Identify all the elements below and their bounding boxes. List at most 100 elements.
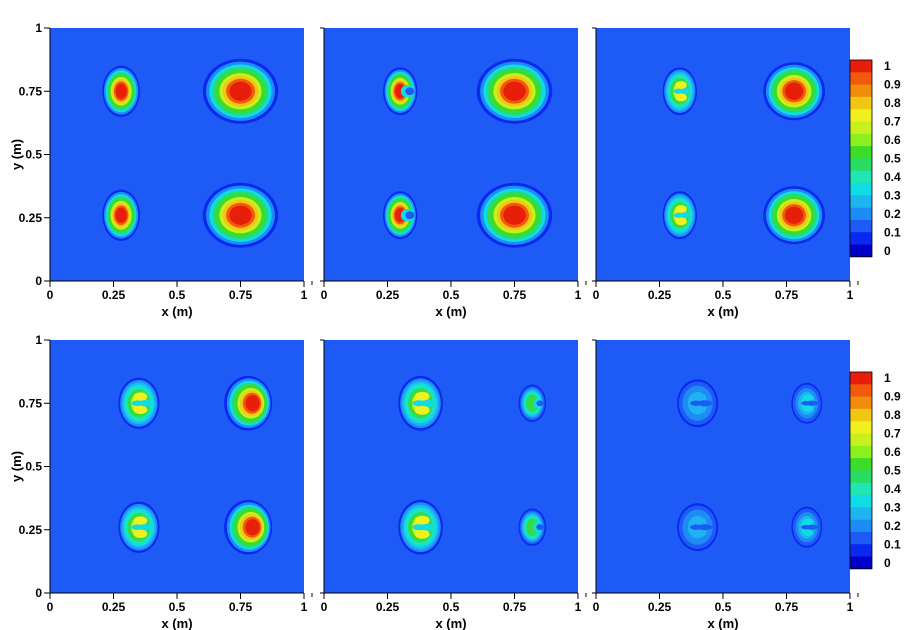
- lobe-gap: [673, 212, 693, 219]
- colorbar-label: 0.5: [884, 463, 901, 477]
- x-tick-label: 0: [321, 288, 328, 302]
- x-tick-label: 0.75: [229, 288, 253, 302]
- x-tick-label: 1: [847, 600, 854, 614]
- contour-panel: 0 0.25 0.5 0.75 1 x (m): [320, 339, 587, 630]
- x-tick-label: 1: [575, 600, 582, 614]
- x-tick-label: 0.5: [715, 600, 732, 614]
- colorbar-segment: [850, 408, 872, 422]
- contour-blob: [102, 189, 140, 241]
- y-axis-label: y (m): [9, 139, 24, 170]
- colorbar-label: 1: [884, 371, 891, 385]
- field-background: [596, 340, 850, 593]
- contour-panel: 0 0.25 0.5 0.75 1 x (m): [592, 339, 859, 630]
- y-tick-label: 1: [35, 333, 42, 347]
- contour-blob: [398, 499, 443, 555]
- colorbar-label: 0: [884, 556, 891, 570]
- x-axis-label: x (m): [161, 304, 192, 319]
- y-tick-label: 0: [35, 274, 42, 288]
- colorbar-label: 0.4: [884, 482, 901, 496]
- contour-level: [784, 82, 804, 100]
- lobe-core: [133, 392, 148, 401]
- y-tick-label: 0.75: [19, 396, 43, 410]
- colorbar-segment: [850, 544, 872, 557]
- contour-level: [503, 205, 526, 225]
- colorbar-segment: [850, 84, 872, 98]
- colorbar-label: 0.3: [884, 500, 901, 514]
- contour-blob: [662, 67, 697, 116]
- colorbar-label: 0.1: [884, 537, 901, 551]
- lobe-core: [414, 405, 430, 415]
- x-tick-label: 0.25: [102, 600, 126, 614]
- contour-panel: 0 0.25 0.5 0.75 1 x (m): [592, 27, 859, 319]
- colorbar-label: 0.5: [884, 151, 901, 165]
- x-tick-label: 0.5: [443, 288, 460, 302]
- contour-level: [115, 83, 127, 99]
- colorbar-segment: [850, 121, 872, 135]
- colorbar-segment: [850, 470, 872, 483]
- colorbar-label: 0.3: [884, 188, 901, 202]
- colorbar-label: 0.6: [884, 445, 901, 459]
- y-tick-label: 0.75: [19, 84, 43, 98]
- colorbar-label: 0.8: [884, 96, 901, 110]
- contour-panel: 0 0.25 0.5 0.75 1 x (m) 0 0.25 0.5 0.75 1 y (m): [9, 333, 313, 630]
- lobe-core: [133, 516, 148, 525]
- colorbar-segment: [850, 458, 872, 471]
- contour-blob: [518, 384, 546, 423]
- colorbar-label: 0.2: [884, 519, 901, 533]
- colorbar-segment: [850, 495, 872, 508]
- contour-blob: [677, 503, 719, 552]
- lobe-gap: [689, 524, 713, 531]
- contour-field: [102, 58, 279, 248]
- contour-blob: [791, 382, 823, 424]
- y-tick-label: 0.5: [25, 460, 42, 474]
- lobe-core: [675, 217, 687, 226]
- contour-field: [118, 375, 273, 555]
- contour-blob: [662, 191, 697, 240]
- colorbar-label: 0.2: [884, 207, 901, 221]
- colorbar-segment: [850, 372, 872, 385]
- lobe-core: [802, 529, 814, 536]
- colorbar-segment: [850, 531, 872, 545]
- colorbar-label: 0.7: [884, 114, 901, 128]
- colorbar-segment: [850, 433, 872, 447]
- contour-blob: [383, 191, 418, 240]
- lobe-gap: [412, 399, 438, 407]
- x-tick-label: 0.25: [648, 600, 672, 614]
- contour-field: [383, 58, 553, 248]
- contour-blob: [763, 62, 825, 121]
- lobe-gap: [689, 400, 713, 407]
- x-tick-label: 0.75: [503, 600, 527, 614]
- colorbar-segment: [850, 482, 872, 496]
- contour-blob: [102, 65, 140, 117]
- contour-level: [115, 207, 127, 223]
- lobe-core: [692, 517, 706, 525]
- colorbar-segment: [850, 183, 872, 196]
- lobe-core: [414, 515, 430, 525]
- colorbar-segment: [850, 556, 872, 570]
- lobe-core: [414, 391, 430, 401]
- colorbar-label: 0: [884, 244, 891, 258]
- x-tick-label: 0.5: [169, 600, 186, 614]
- colorbar-segment: [850, 445, 872, 459]
- x-tick-label: 0.75: [775, 600, 799, 614]
- contour-blob: [677, 379, 719, 428]
- lobe-gap: [673, 88, 693, 95]
- lobe-core: [675, 81, 687, 89]
- contour-blob: [118, 377, 160, 429]
- x-axis-label: x (m): [435, 616, 466, 630]
- contour-blob: [224, 499, 273, 555]
- colorbar-segment: [850, 146, 872, 159]
- x-tick-label: 0.25: [102, 288, 126, 302]
- lobe-core: [133, 529, 148, 539]
- contour-panel: 0 0.25 0.5 0.75 1 x (m) 0 0.25 0.5 0.75 1 y (m): [9, 21, 313, 319]
- lobe-core: [675, 205, 687, 213]
- colorbar-segment: [850, 519, 872, 533]
- contour-field: [677, 379, 823, 552]
- x-tick-label: 0: [321, 600, 328, 614]
- colorbar-label: 0.8: [884, 408, 901, 422]
- colorbar-label: 0.7: [884, 426, 901, 440]
- colorbar-segment: [850, 207, 872, 221]
- contour-blob: [383, 67, 418, 116]
- colorbar-label: 0.9: [884, 389, 901, 403]
